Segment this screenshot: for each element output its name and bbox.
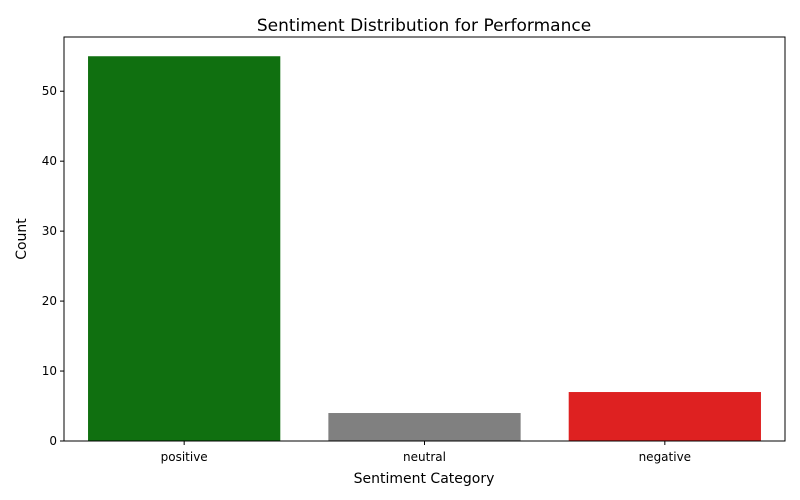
plot-frame: [63, 36, 786, 442]
x-tick-label: positive: [161, 450, 208, 464]
y-tick-label: 10: [42, 364, 57, 378]
y-tick-label: 0: [49, 434, 57, 448]
chart-title: Sentiment Distribution for Performance: [257, 16, 591, 36]
x-axis: positive neutral negative: [161, 441, 691, 464]
bars-group: [88, 56, 761, 441]
bar-positive: [88, 56, 281, 441]
x-tick-label: neutral: [403, 450, 446, 464]
y-tick-label: 30: [42, 224, 57, 238]
x-tick-label: negative: [639, 450, 691, 464]
x-axis-label: Sentiment Category: [354, 471, 495, 487]
y-tick-label: 40: [42, 154, 57, 168]
y-axis: 0 10 20 30 40 50: [42, 84, 64, 448]
bar-neutral: [328, 413, 521, 441]
y-axis-label: Count: [14, 218, 30, 260]
y-tick-label: 20: [42, 294, 57, 308]
bar-negative: [568, 392, 761, 441]
y-tick-label: 50: [42, 84, 57, 98]
